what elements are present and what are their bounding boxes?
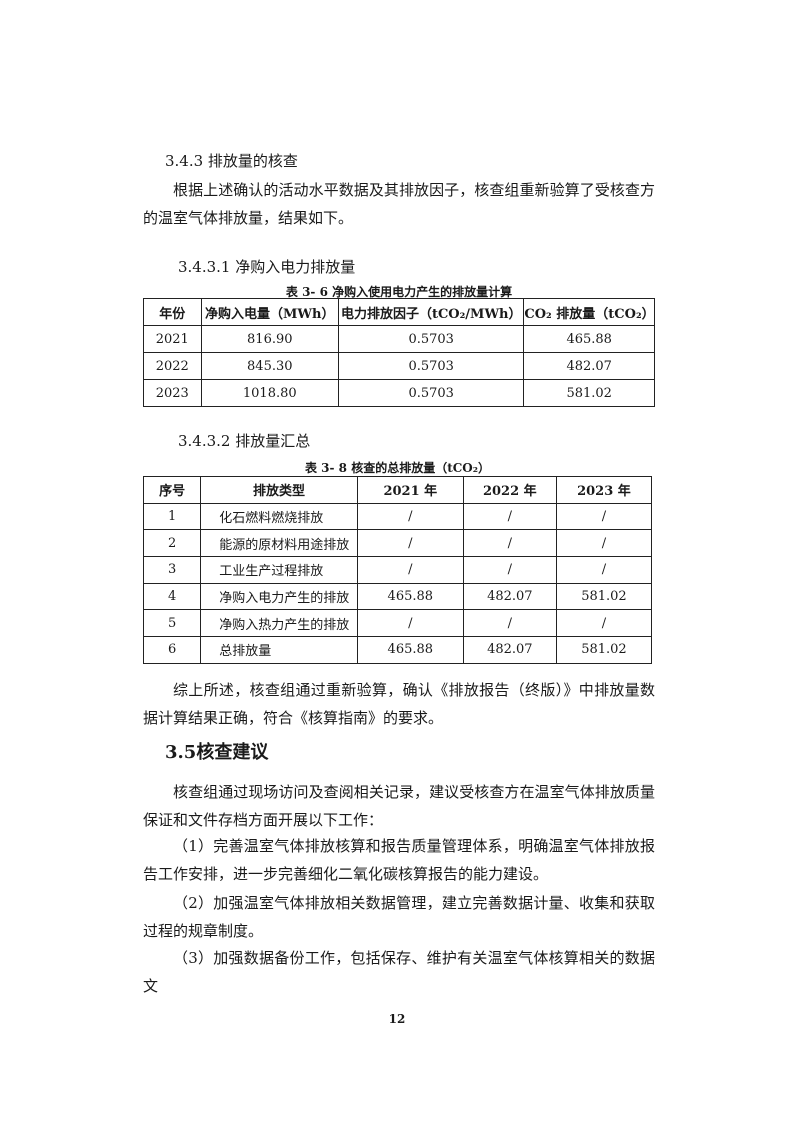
table: 年份 净购入电量（MWh） 电力排放因子（tCO₂/MWh） CO₂ 排放量（tCO₂… — [143, 298, 655, 407]
table-cell: 能源的原材料用途排放 — [200, 529, 358, 558]
header-cell: 序号 — [142, 476, 202, 504]
header-row: 年份 净购入电量（MWh） 电力排放因子（tCO₂/MWh） CO₂ 排放量（tCO₂… — [143, 298, 655, 326]
table-cell: 净购入热力产生的排放 — [200, 609, 358, 638]
table-cell: 工业生产过程排放 — [200, 556, 358, 584]
table-cell: 0.5703 — [338, 379, 525, 407]
table-caption: 表 3- 6 净购入使用电力产生的排放量计算 — [285, 285, 513, 299]
paragraph: 核查组通过现场访问及查阅相关记录，建议受核查方在温室气体排放质量保证和文件存档方… — [143, 783, 655, 829]
header-cell: 排放类型 — [200, 476, 358, 504]
table-cell: / — [555, 609, 653, 638]
table-cell: 465.88 — [523, 325, 655, 353]
list-item: （1）完善温室气体排放核算和报告质量管理体系，明确温室气体排放报告工作安排，进一… — [143, 837, 655, 883]
table-cell: 1018.80 — [200, 379, 340, 407]
header-cell: 2021 年 — [356, 476, 464, 504]
table-cell: / — [462, 502, 557, 531]
table-cell: / — [462, 609, 557, 638]
table-cell: / — [555, 502, 653, 531]
table-cell: 2022 — [143, 352, 202, 380]
header-cell: 2023 年 — [555, 476, 653, 504]
table-cell: 2021 — [143, 325, 202, 353]
table-cell: 581.02 — [555, 636, 653, 664]
table-row: 6 总排放量 465.88 482.07 581.02 — [142, 636, 653, 664]
list-item: （3）加强数据备份工作，包括保存、维护有关温室气体核算相关的数据文 — [143, 949, 655, 995]
table-cell: 465.88 — [356, 636, 464, 664]
table-cell: 1 — [142, 502, 202, 531]
table-row: 2023 1018.80 0.5703 581.02 — [143, 379, 655, 407]
table-cell: 482.07 — [523, 352, 655, 380]
table-cell: / — [555, 529, 653, 558]
table-cell: 482.07 — [462, 636, 557, 664]
subheading: 3.4.3.2 排放量汇总 — [178, 432, 311, 450]
header-cell: 净购入电量（MWh） — [200, 298, 340, 326]
table-cell: 2 — [142, 529, 202, 558]
table-caption: 表 3- 8 核查的总排放量（tCO₂） — [304, 461, 491, 475]
table-cell: 5 — [142, 609, 202, 638]
list-item: （2）加强温室气体排放相关数据管理，建立完善数据计量、收集和获取过程的规章制度。 — [143, 894, 655, 940]
header-cell: 2022 年 — [462, 476, 557, 504]
header-cell: 电力排放因子（tCO₂/MWh） — [338, 298, 525, 326]
table-cell: 482.07 — [462, 582, 557, 611]
table-cell: / — [356, 556, 464, 584]
table-cell: 0.5703 — [338, 325, 525, 353]
table-row: 5 净购入热力产生的排放 / / / — [142, 609, 653, 638]
paragraph: 综上所述，核查组通过重新验算，确认《排放报告（终版）》中排放量数据计算结果正确，… — [143, 681, 655, 727]
heading: 3.5核查建议 — [165, 742, 269, 763]
table-row: 3 工业生产过程排放 / / / — [142, 556, 653, 584]
heading: 3.4.3 排放量的核查 — [165, 152, 298, 170]
table-cell: / — [356, 609, 464, 638]
table-cell: / — [555, 556, 653, 584]
table-row: 4 净购入电力产生的排放 465.88 482.07 581.02 — [142, 582, 653, 611]
table-cell: 净购入电力产生的排放 — [200, 582, 358, 611]
table-cell: 465.88 — [356, 582, 464, 611]
table-cell: 化石燃料燃烧排放 — [200, 502, 358, 531]
header-cell: CO₂ 排放量（tCO₂） — [523, 298, 655, 326]
table-cell: / — [462, 529, 557, 558]
table-cell: 总排放量 — [200, 636, 358, 664]
header-row: 序号 排放类型 2021 年 2022 年 2023 年 — [142, 476, 653, 504]
paragraph: 根据上述确认的活动水平数据及其排放因子，核查组重新验算了受核查方的温室气体排放量… — [143, 181, 655, 227]
table-cell: 0.5703 — [338, 352, 525, 380]
table: 序号 排放类型 2021 年 2022 年 2023 年 1 化石燃料燃烧排放 / //2 能源的… — [142, 476, 653, 664]
subheading: 3.4.3.1 净购入电力排放量 — [178, 258, 356, 276]
table-cell: 3 — [142, 556, 202, 584]
table-cell: 581.02 — [523, 379, 655, 407]
table-cell: 581.02 — [555, 582, 653, 611]
table-cell: 6 — [142, 636, 202, 664]
table-cell: / — [462, 556, 557, 584]
table-cell: / — [356, 502, 464, 531]
page-number: 12 — [388, 1012, 406, 1026]
table-cell: / — [356, 529, 464, 558]
table-cell: 4 — [142, 582, 202, 611]
table-cell: 2023 — [143, 379, 202, 407]
table-cell: 845.30 — [200, 352, 340, 380]
table-row: 2 能源的原材料用途排放 / / / — [142, 529, 653, 558]
table-row: 2022 845.30 0.5703 482.07 — [143, 352, 655, 380]
table-cell: 816.90 — [200, 325, 340, 353]
table-row: 2021 816.90 0.5703 465.88 — [143, 325, 655, 353]
table-row: 1 化石燃料燃烧排放 / / / — [142, 502, 653, 531]
header-cell: 年份 — [143, 298, 202, 326]
